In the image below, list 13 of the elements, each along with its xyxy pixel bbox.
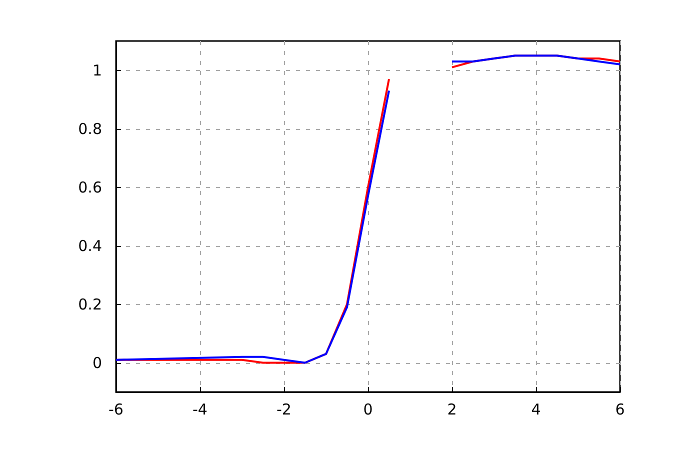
x-tick-label: -4	[192, 400, 208, 418]
x-tick-label: 0	[363, 400, 373, 418]
y-tick-label: 1	[92, 61, 102, 80]
x-tick-label: 2	[447, 400, 457, 418]
y-tick-label: 0.8	[78, 120, 102, 138]
x-tick-label: -6	[108, 400, 124, 418]
x-tick-label: 4	[531, 400, 541, 418]
y-tick-label: 0.4	[78, 236, 102, 255]
x-tick-label: -2	[276, 400, 292, 418]
y-tick-label: 0	[92, 354, 102, 372]
y-tick-label: 0.6	[78, 178, 102, 196]
y-tick-label: 0.2	[78, 295, 102, 314]
x-tick-label: 6	[615, 400, 625, 418]
